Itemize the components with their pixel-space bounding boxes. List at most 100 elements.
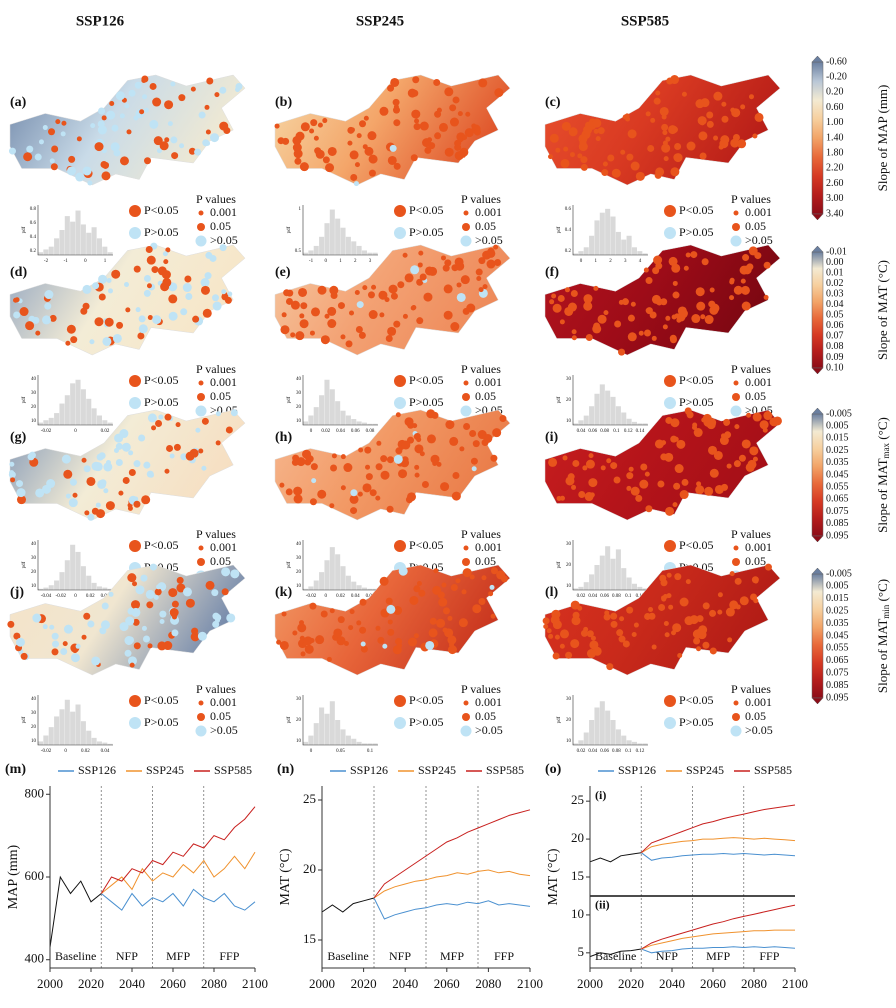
hist-bar (599, 555, 605, 590)
hist-y-tick-label: 1 (299, 207, 302, 212)
hist-bar (54, 716, 60, 745)
station-dot (648, 607, 654, 613)
colorbar-title-sub: min (881, 604, 891, 619)
colorbar-cap (811, 407, 824, 415)
station-dot (28, 315, 36, 323)
station-dot (681, 478, 689, 486)
legend-title: P values (196, 527, 236, 541)
station-dot (666, 593, 672, 599)
station-dot (693, 428, 703, 438)
station-dot (95, 509, 105, 519)
hist-y-tick-label: 0.5 (295, 249, 302, 254)
legend-dot (195, 405, 207, 417)
station-dot (630, 161, 640, 171)
station-dot (729, 295, 735, 301)
legend-dot (462, 713, 470, 721)
station-dot (695, 287, 705, 297)
hist-bar (356, 585, 362, 590)
hist-bar (594, 220, 600, 255)
station-dot (131, 600, 141, 610)
column-header: SSP126 (76, 13, 125, 29)
station-dot (696, 615, 704, 623)
x-tick-label: 2020 (618, 976, 644, 991)
station-dot (143, 461, 151, 469)
station-dot (202, 308, 212, 318)
hist-x-tick-label: 0.02 (577, 749, 586, 754)
station-dot (709, 468, 719, 478)
station-dot (211, 589, 219, 597)
station-dot (499, 415, 507, 423)
station-dot (184, 275, 192, 283)
station-dot (296, 457, 306, 467)
station-dot (398, 566, 408, 576)
station-dot (138, 315, 146, 323)
station-dot (219, 86, 227, 94)
station-dot (490, 454, 498, 462)
station-dot (416, 317, 424, 325)
station-dot (221, 588, 229, 596)
station-dot (759, 420, 769, 430)
station-dot (320, 335, 330, 345)
hist-bar (594, 565, 600, 590)
station-dot (713, 91, 723, 101)
station-dot (660, 453, 668, 461)
station-dot (204, 272, 212, 280)
legend-label: 0.001 (210, 540, 237, 554)
colorbar-tick-label: 0.035 (826, 618, 849, 629)
station-dot (358, 447, 364, 453)
hist-bar (573, 423, 579, 425)
period-label: Baseline (327, 949, 368, 963)
station-dot (407, 88, 417, 98)
station-dot (693, 637, 701, 645)
station-dot (105, 501, 115, 511)
hist-bar (361, 250, 367, 255)
station-dot (626, 485, 632, 491)
station-dot (610, 612, 618, 620)
hist-x-tick-label: 0.04 (588, 749, 597, 754)
hist-bar (86, 398, 92, 425)
station-dot (674, 573, 682, 581)
station-dot (414, 444, 424, 454)
station-dot (380, 455, 388, 463)
legend-label: >0.05 (210, 233, 238, 247)
station-dot (309, 128, 315, 134)
hist-y-label: pdf (22, 396, 27, 403)
legend-dot (460, 235, 472, 247)
station-dot (393, 104, 399, 110)
hist-x-tick-label: -1 (309, 259, 314, 264)
sub-label: (i) (595, 788, 606, 802)
station-dot (478, 597, 486, 605)
station-dot (734, 577, 742, 585)
station-dot (212, 294, 220, 302)
station-dot (664, 632, 670, 638)
legend-dot (463, 210, 469, 216)
station-dot (432, 461, 438, 467)
station-dot (367, 291, 375, 299)
colorbar-tick-label: 0.085 (826, 518, 849, 529)
hist-x-tick-label: 0.02 (577, 594, 586, 599)
series-line (100, 851, 256, 894)
station-dot (97, 479, 107, 489)
hist-bar (340, 410, 346, 425)
hist-y-label: pdf (287, 716, 292, 723)
station-dot (472, 440, 480, 448)
station-dot (32, 613, 42, 623)
hist-bar (43, 420, 49, 425)
station-dot (706, 120, 714, 128)
station-dot (325, 163, 335, 173)
station-dot (141, 77, 147, 83)
legend-label: 0.05 (745, 554, 766, 568)
station-dot (52, 640, 60, 648)
station-dot (147, 315, 153, 321)
station-dot (94, 317, 104, 327)
station-dot (127, 636, 135, 644)
station-dot (701, 417, 707, 423)
series-line (589, 852, 642, 863)
hist-bar (637, 743, 643, 745)
station-dot (368, 154, 378, 164)
hist-y-tick-label: 30 (296, 697, 302, 702)
hist-bar (351, 241, 357, 255)
station-dot (131, 607, 141, 617)
station-dot (35, 488, 45, 498)
station-dot (315, 635, 325, 645)
